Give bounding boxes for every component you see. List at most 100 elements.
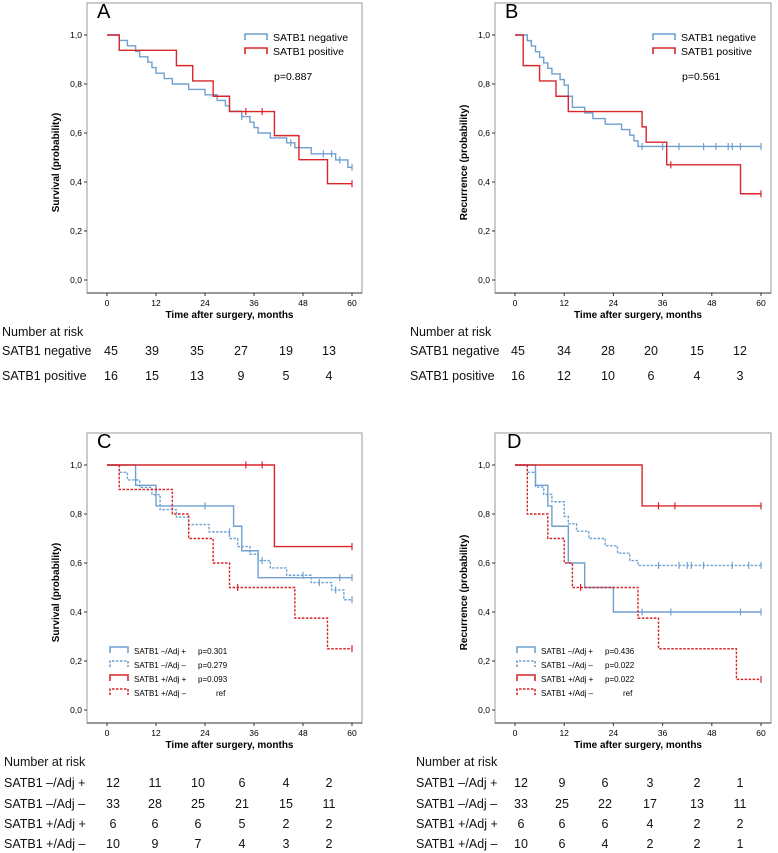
risk-row-label: SATB1 negative	[410, 344, 500, 358]
risk-count: 7	[194, 837, 202, 851]
risk-row-label: SATB1 +/Adj +	[4, 817, 86, 831]
legend-p-value: ref	[623, 689, 633, 698]
y-tick-label: 0,0	[70, 705, 82, 715]
risk-count: 34	[557, 344, 571, 358]
y-tick-label: 0,4	[478, 607, 490, 617]
risk-count: 13	[690, 797, 704, 811]
risk-count: 6	[109, 817, 117, 831]
y-tick-label: 0,8	[478, 509, 490, 519]
risk-count: 6	[558, 837, 566, 851]
series-line-2	[107, 34, 352, 185]
x-tick-label: 36	[249, 728, 259, 738]
y-tick-label: 0,6	[70, 558, 82, 568]
risk-count: 16	[511, 369, 525, 383]
risk-count: 3	[646, 776, 654, 790]
y-tick-label: 0,2	[70, 656, 82, 666]
x-axis-label: Time after surgery, months	[574, 740, 702, 751]
risk-count: 10	[514, 837, 528, 851]
y-tick-label: 0,8	[70, 79, 82, 89]
x-tick-label: 60	[347, 298, 357, 308]
legend-p-value: p=0.022	[605, 675, 635, 684]
legend-swatch	[109, 660, 129, 667]
series-line-3	[515, 464, 761, 507]
risk-count: 4	[325, 369, 333, 383]
risk-count: 6	[194, 817, 202, 831]
risk-count: 12	[733, 344, 747, 358]
y-axis-label: Recurrence (probability)	[459, 535, 470, 651]
risk-table-title: Number at risk	[416, 755, 498, 769]
legend-swatch	[516, 688, 536, 695]
risk-count: 2	[325, 776, 333, 790]
legend-label: SATB1 positive	[273, 46, 344, 58]
risk-count: 10	[601, 369, 615, 383]
series-line-4	[515, 464, 761, 681]
legend-label: SATB1 +/Adj +	[541, 675, 594, 684]
legend-swatch	[109, 688, 129, 695]
risk-row-label: SATB1 positive	[2, 369, 87, 383]
legend-label: SATB1 negative	[273, 32, 348, 44]
risk-count: 27	[234, 344, 248, 358]
risk-count: 33	[106, 797, 120, 811]
risk-count: 3	[282, 837, 290, 851]
risk-count: 6	[601, 776, 609, 790]
risk-count: 3	[736, 369, 744, 383]
risk-count: 9	[151, 837, 159, 851]
legend-label: SATB1 positive	[681, 46, 752, 58]
y-tick-label: 0,4	[478, 177, 490, 187]
legend-label: SATB1 negative	[681, 32, 756, 44]
legend-swatch	[652, 47, 676, 54]
risk-row-label: SATB1 –/Adj +	[416, 776, 498, 790]
panel-letter: B	[505, 1, 518, 23]
y-tick-label: 0,6	[478, 128, 490, 138]
legend-label: SATB1 +/Adj –	[541, 689, 594, 698]
risk-count: 4	[646, 817, 654, 831]
risk-count: 16	[104, 369, 118, 383]
legend-swatch	[244, 47, 268, 54]
x-tick-label: 36	[658, 298, 668, 308]
legend-label: SATB1 –/Adj –	[134, 661, 186, 670]
risk-count: 2	[693, 776, 701, 790]
x-tick-label: 0	[105, 298, 110, 308]
panel-letter: C	[97, 431, 111, 453]
risk-table-title: Number at risk	[2, 325, 84, 339]
risk-row-label: SATB1 positive	[410, 369, 495, 383]
risk-count: 20	[644, 344, 658, 358]
risk-row-label: SATB1 +/Adj –	[416, 837, 498, 851]
y-tick-label: 0,2	[70, 226, 82, 236]
risk-count: 9	[558, 776, 566, 790]
p-value: p=0.561	[682, 71, 720, 83]
risk-count: 4	[693, 369, 701, 383]
x-tick-label: 12	[151, 298, 161, 308]
risk-count: 10	[191, 776, 205, 790]
risk-row-label: SATB1 –/Adj –	[4, 797, 86, 811]
legend-p-value: p=0.301	[198, 647, 228, 656]
risk-count: 11	[322, 797, 336, 811]
risk-count: 22	[598, 797, 612, 811]
x-tick-label: 48	[298, 728, 308, 738]
legend-p-value: p=0.093	[198, 675, 228, 684]
x-tick-label: 60	[756, 728, 766, 738]
risk-count: 39	[145, 344, 159, 358]
legend-p-value: p=0.436	[605, 647, 635, 656]
y-tick-label: 0,6	[478, 558, 490, 568]
risk-table-title: Number at risk	[4, 755, 86, 769]
series-line-3	[107, 464, 352, 548]
panel-letter: A	[97, 1, 111, 23]
risk-row-label: SATB1 +/Adj –	[4, 837, 86, 851]
y-tick-label: 0,0	[478, 705, 490, 715]
risk-count: 2	[646, 837, 654, 851]
risk-count: 6	[151, 817, 159, 831]
risk-count: 5	[238, 817, 246, 831]
y-tick-label: 0,4	[70, 607, 82, 617]
risk-count: 12	[106, 776, 120, 790]
panel-letter: D	[507, 431, 521, 453]
risk-count: 19	[279, 344, 293, 358]
x-tick-label: 48	[707, 298, 717, 308]
chart-panel-a: A 0,0 0,2 0,4 0,6 0,8 1,0 0 12 24 36 48 60 Time after…	[51, 1, 363, 321]
legend-p-value: ref	[216, 689, 226, 698]
risk-count: 28	[148, 797, 162, 811]
y-tick-label: 1,0	[70, 30, 82, 40]
y-tick-label: 0,8	[478, 79, 490, 89]
risk-count: 4	[238, 837, 246, 851]
